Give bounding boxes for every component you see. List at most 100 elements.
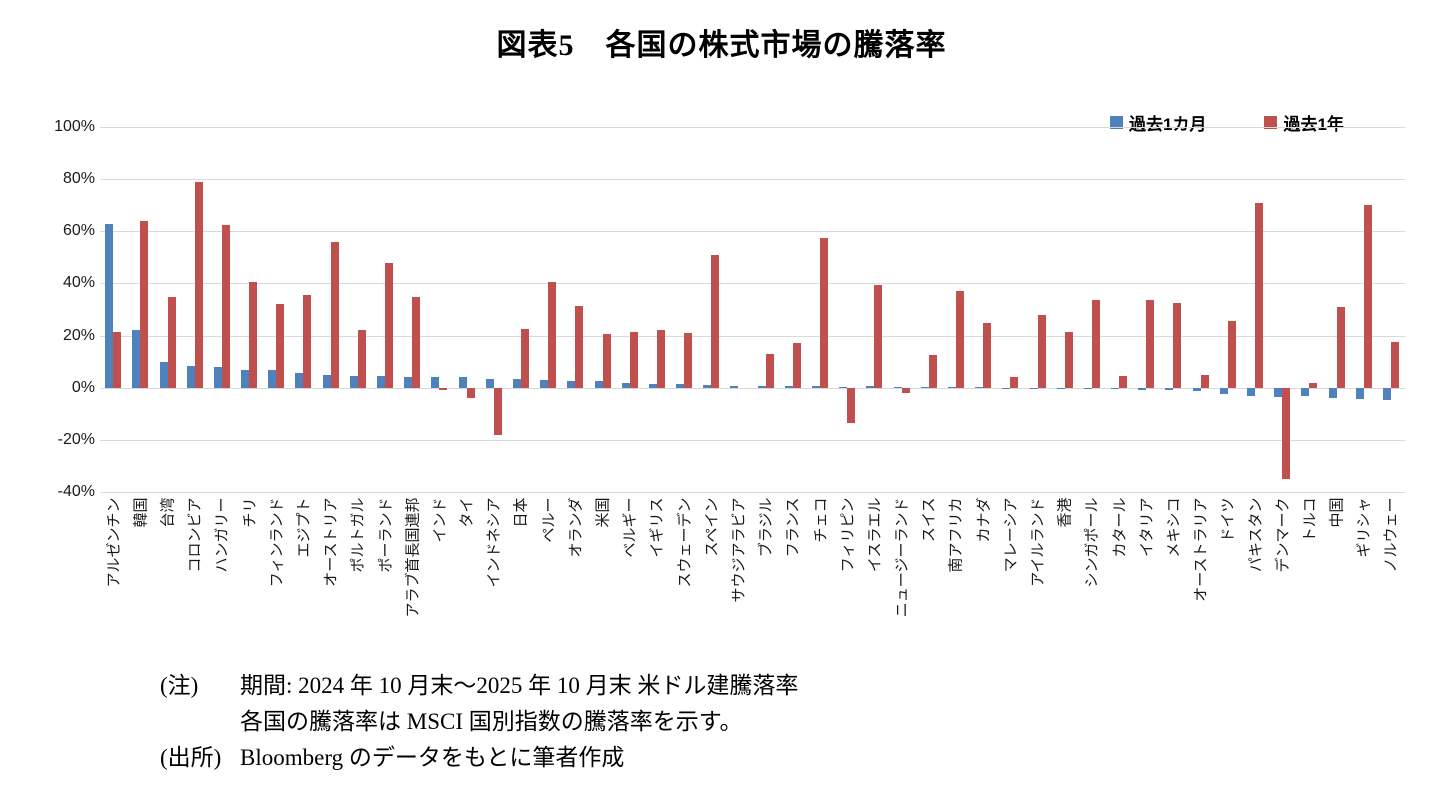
bar-past-1year-11 [412,296,421,388]
x-axis-label-17: オランダ [567,497,585,558]
bar-past-1year-28 [874,284,883,388]
bar-past-1year-41 [1227,321,1236,388]
bar-past-1year-34 [1037,314,1046,388]
bar-past-1month-15 [512,378,521,388]
bar-past-1year-27 [847,387,856,423]
x-axis-label-28: イスラエル [866,497,884,573]
bar-past-1year-42 [1255,202,1263,388]
x-axis-label-13: タイ [458,497,476,528]
legend-label-past-1year: 過去1年 [1283,115,1344,134]
x-axis-label-3: コロンビア [186,497,204,573]
x-axis-label-1: 韓国 [132,497,150,528]
bar-past-1year-31 [955,291,964,388]
bar-past-1month-6 [268,369,277,388]
bar-past-1year-14 [493,387,502,435]
bar-past-1year-10 [385,262,393,388]
bar-past-1month-26 [812,386,820,388]
x-axis-label-9: ポルトガル [349,497,367,573]
chart-title: 図表5 各国の株式市場の騰落率 [496,29,947,62]
bar-past-1month-28 [866,386,875,388]
bar-past-1month-20 [648,383,657,388]
bar-past-1month-24 [757,386,766,388]
bar-past-1year-44 [1309,382,1318,388]
bar-past-1year-39 [1173,303,1182,388]
x-axis-label-30: スイス [920,497,938,543]
x-axis-label-24: ブラジル [757,497,775,558]
x-axis-label-16: ペルー [540,497,558,543]
bar-past-1month-13 [458,377,467,388]
bar-past-1year-47 [1390,342,1399,388]
note-line1: 期間: 2024 年 10 月末～2025 年 10 月末 米ドル建騰落率 [240,673,799,698]
bar-past-1month-30 [920,386,929,388]
y-axis-label: 100% [54,118,95,135]
x-axis-label-14: インドネシア [485,497,503,588]
bar-past-1year-0 [113,331,122,388]
chart-legend: 過去1カ月 過去1年 [1110,110,1344,135]
bar-past-1month-3 [186,365,195,388]
bar-past-1year-38 [1146,300,1155,388]
y-axis-label: 20% [62,327,95,344]
bar-past-1month-44 [1301,387,1310,396]
x-axis-label-38: イタリア [1138,497,1156,557]
x-axis-label-39: メキシコ [1165,497,1183,558]
x-axis-label-29: ニュージーランド [893,497,911,618]
bar-past-1month-8 [322,374,331,388]
bar-past-1month-11 [404,377,413,388]
note-body: 期間: 2024 年 10 月末～2025 年 10 月末 米ドル建騰落率 各国… [240,668,798,740]
x-axis-label-18: 米国 [594,497,612,528]
x-axis-label-5: チリ [241,497,258,528]
gridline-80% [100,179,1405,180]
x-axis-label-46: ギリシャ [1355,497,1373,558]
bar-past-1year-13 [466,387,475,399]
bar-past-1month-22 [703,385,712,388]
gridline--40% [100,492,1405,493]
x-axis-label-2: 台湾 [159,497,177,528]
bar-past-1month-5 [241,369,249,388]
legend-swatch-1month-icon [1110,116,1123,129]
x-axis-label-12: インド [431,497,449,543]
bar-past-1year-8 [330,241,339,388]
bar-past-1month-40 [1192,387,1201,392]
bar-past-1year-35 [1064,331,1073,388]
x-axis-label-6: フィンランド [268,497,286,588]
bar-past-1year-9 [357,330,366,388]
x-axis-label-15: 日本 [512,497,530,528]
source-text: Bloomberg のデータをもとに筆者作成 [240,745,625,770]
x-axis-label-34: アイルランド [1029,497,1047,587]
gridline-60% [100,231,1405,232]
x-axis-label-4: ハンガリー [213,497,231,573]
bar-past-1year-30 [928,355,937,388]
bar-past-1month-12 [431,377,440,388]
x-axis-label-47: ノルウェー [1382,497,1400,573]
x-axis-label-22: スペイン [703,497,721,557]
x-axis-label-10: ポーランド [377,497,394,573]
x-axis-label-43: デンマーク [1274,497,1292,573]
bar-past-1year-33 [1010,377,1019,388]
bar-past-1month-23 [730,386,739,388]
bar-past-1year-4 [221,224,230,388]
bar-past-1year-12 [439,387,448,391]
legend-item-past-1month: 過去1カ月 [1110,110,1206,135]
bar-past-1year-26 [820,237,828,388]
bar-past-1month-43 [1274,387,1283,398]
x-axis-label-44: トルコ [1301,497,1319,543]
chart-notes: (注) 期間: 2024 年 10 月末～2025 年 10 月末 米ドル建騰落… [160,668,798,776]
y-axis-label: 60% [62,222,95,239]
bar-past-1year-36 [1091,300,1100,388]
source-label: (出所) [160,745,222,770]
x-axis-label-0: アルゼンチン [105,497,123,588]
x-axis-label-25: フランス [784,497,802,558]
bar-past-1month-21 [676,383,684,388]
bar-past-1month-42 [1247,387,1255,396]
gridline--20% [100,440,1405,441]
legend-label-past-1month: 過去1カ月 [1129,115,1207,134]
bar-past-1year-37 [1119,376,1127,388]
bar-past-1year-21 [684,333,692,388]
x-axis-label-40: オーストラリア [1192,497,1210,602]
x-axis-label-37: カタール [1111,497,1128,558]
bar-past-1month-47 [1382,387,1391,401]
x-axis-label-41: ドイツ [1219,497,1237,543]
bar-past-1year-40 [1200,374,1209,388]
